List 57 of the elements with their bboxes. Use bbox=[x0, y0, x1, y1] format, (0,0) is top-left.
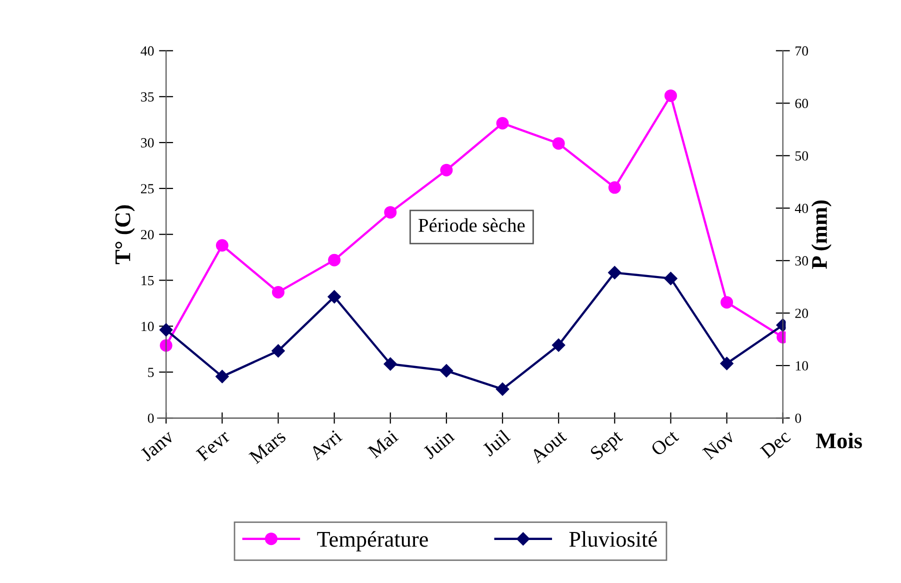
x-tick-label: Janv bbox=[140, 429, 175, 462]
x-tick-label: Oct bbox=[650, 428, 680, 456]
y2-tick-label: 50 bbox=[795, 151, 808, 161]
y2-axis-title: P (mm) bbox=[811, 200, 832, 269]
point bbox=[160, 323, 173, 336]
point bbox=[272, 286, 284, 298]
y-tick-label: 25 bbox=[141, 184, 154, 194]
annotation: Période sèche bbox=[418, 218, 525, 232]
point bbox=[720, 356, 734, 370]
y-tick-label: 40 bbox=[140, 46, 154, 56]
point bbox=[552, 137, 565, 150]
point bbox=[216, 239, 228, 252]
point bbox=[384, 357, 397, 371]
y2-tick-label: 40 bbox=[794, 204, 808, 214]
x-tick-label: Fevr bbox=[196, 429, 231, 462]
x-tick-label: Avri bbox=[308, 429, 343, 461]
y2-tick-label: 10 bbox=[796, 361, 808, 370]
point bbox=[328, 290, 341, 304]
x-tick-label: Dec bbox=[760, 429, 792, 459]
x-tick-label: Mai bbox=[367, 429, 399, 459]
point bbox=[272, 344, 285, 358]
point bbox=[496, 117, 509, 130]
point bbox=[720, 296, 734, 309]
x-tick-label: Sept bbox=[590, 428, 626, 464]
y2-tick-label: 70 bbox=[796, 46, 808, 56]
y-tick-label: 15 bbox=[142, 276, 154, 286]
point bbox=[440, 164, 453, 176]
y-tick-label: 20 bbox=[141, 230, 154, 240]
y2-tick-label: 30 bbox=[795, 256, 808, 266]
point bbox=[160, 339, 172, 352]
legend-label: Température bbox=[317, 531, 428, 552]
point bbox=[384, 206, 397, 219]
point bbox=[496, 382, 510, 396]
y-axis-title: T° (C) bbox=[114, 205, 135, 264]
y-tick-label: 10 bbox=[142, 322, 154, 332]
x-tick-label: Juil bbox=[481, 428, 512, 457]
x-tick-label: Nov bbox=[702, 429, 736, 460]
y2-tick-label: 20 bbox=[795, 308, 808, 318]
y-tick-label: 35 bbox=[141, 92, 154, 102]
point bbox=[664, 89, 677, 102]
y-tick-label: 30 bbox=[141, 138, 154, 148]
legend-label: Pluviosité bbox=[569, 531, 657, 547]
point bbox=[608, 266, 622, 280]
x-tick-label: Juin bbox=[422, 429, 456, 460]
point bbox=[552, 338, 566, 352]
point bbox=[328, 254, 341, 266]
x-tick-label: Mars bbox=[248, 429, 286, 464]
y-tick-label: 5 bbox=[148, 368, 154, 378]
y2-tick-label: 60 bbox=[795, 98, 808, 108]
y2-tick-label: 0 bbox=[795, 414, 802, 423]
point bbox=[440, 364, 454, 378]
y-tick-label: 0 bbox=[148, 414, 154, 423]
point bbox=[608, 181, 621, 194]
x-axis-title: Mois bbox=[816, 432, 862, 448]
x-tick-label: Aout bbox=[529, 429, 568, 464]
point bbox=[664, 272, 678, 286]
point bbox=[216, 370, 229, 384]
